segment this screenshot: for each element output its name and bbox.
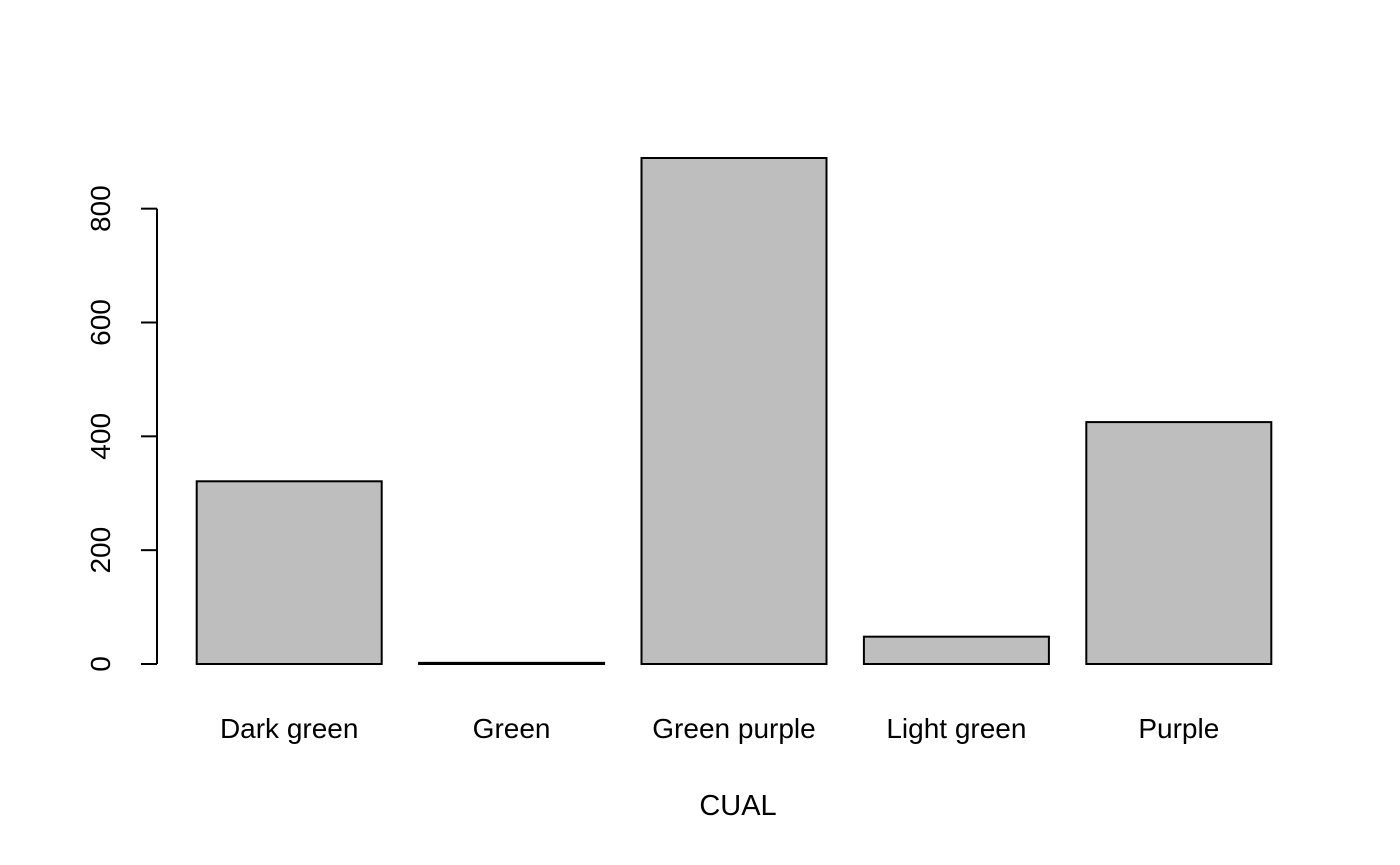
y-tick-label: 600 <box>85 299 116 346</box>
x-category-label: Purple <box>1138 713 1219 744</box>
category-labels: Dark green Green Green purple Light green Pu… <box>220 713 1219 744</box>
bar-light-green <box>862 635 1050 666</box>
y-tick-label: 400 <box>85 413 116 460</box>
bars <box>195 157 1273 666</box>
bar-green <box>418 661 606 665</box>
bar-dark-green <box>195 480 383 665</box>
bar-purple <box>1085 421 1273 666</box>
x-category-label: Green purple <box>652 713 815 744</box>
bar-green-purple <box>640 157 828 665</box>
x-category-label: Light green <box>886 713 1026 744</box>
x-category-label: Dark green <box>220 713 359 744</box>
y-tick-label: 800 <box>85 185 116 232</box>
y-axis: 0 200 400 600 800 <box>85 185 158 672</box>
x-axis-title: CUAL <box>699 790 776 822</box>
y-tick-label: 200 <box>85 527 116 574</box>
y-tick-label: 0 <box>85 656 116 672</box>
x-category-label: Green <box>473 713 551 744</box>
